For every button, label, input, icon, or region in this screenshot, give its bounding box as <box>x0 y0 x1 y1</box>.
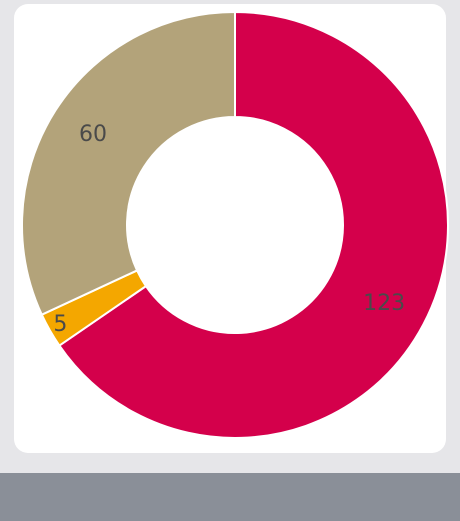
slice-value-label: 60 <box>79 122 107 147</box>
footer-bar <box>0 473 460 521</box>
slice-value-label: 123 <box>363 291 405 316</box>
donut-chart: 123 5 60 <box>21 10 449 439</box>
slice-value-label: 5 <box>53 312 67 337</box>
donut-slice-123 <box>58 10 449 439</box>
donut-slice-60 <box>21 10 236 316</box>
